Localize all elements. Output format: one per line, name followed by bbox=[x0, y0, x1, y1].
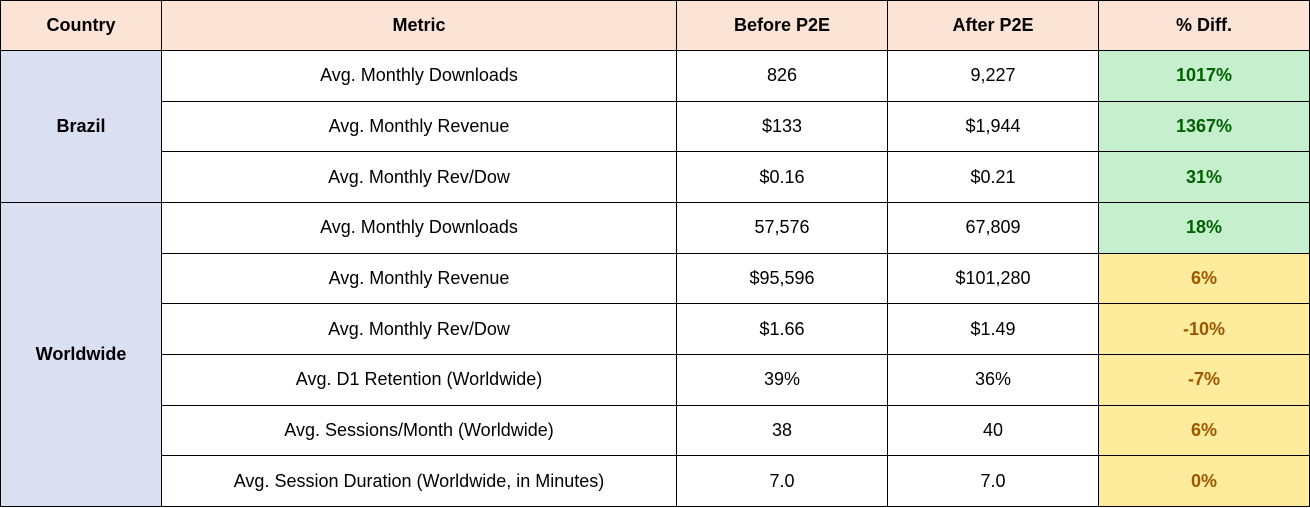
before-cell: 38 bbox=[676, 404, 888, 457]
table-row: Avg. D1 Retention (Worldwide) 39% 36% -7… bbox=[1, 353, 1310, 406]
metric-cell: Avg. Monthly Revenue bbox=[161, 100, 677, 153]
table-row: Avg. Session Duration (Worldwide, in Min… bbox=[1, 455, 1310, 507]
table-row: Brazil Avg. Monthly Downloads 826 9,227 … bbox=[0, 50, 1310, 203]
before-cell: 826 bbox=[676, 50, 888, 102]
diff-cell: 18% bbox=[1098, 201, 1310, 254]
metric-cell: Avg. Monthly Revenue bbox=[161, 252, 677, 305]
before-cell: $133 bbox=[676, 100, 888, 153]
metric-cell: Avg. Monthly Downloads bbox=[161, 201, 677, 254]
metric-cell: Avg. Monthly Rev/Dow bbox=[161, 303, 677, 355]
diff-cell: 1367% bbox=[1098, 100, 1310, 153]
country-cell-worldwide: Worldwide bbox=[0, 201, 162, 508]
header-diff: % Diff. bbox=[1098, 0, 1310, 51]
metric-cell: Avg. Session Duration (Worldwide, in Min… bbox=[161, 455, 677, 507]
diff-cell: 31% bbox=[1098, 151, 1310, 203]
after-cell: 67,809 bbox=[887, 201, 1099, 254]
diff-cell: 6% bbox=[1098, 252, 1310, 305]
after-cell: $1.49 bbox=[887, 303, 1099, 355]
diff-cell: -10% bbox=[1098, 303, 1310, 355]
after-cell: $1,944 bbox=[887, 100, 1099, 153]
after-cell: $0.21 bbox=[887, 151, 1099, 203]
metric-cell: Avg. Monthly Downloads bbox=[161, 50, 677, 102]
table-row: Avg. Monthly Rev/Dow $0.16 $0.21 31% bbox=[1, 151, 1310, 203]
before-cell: $95,596 bbox=[676, 252, 888, 305]
table-row: Worldwide Avg. Monthly Downloads 57,576 … bbox=[0, 201, 1310, 508]
diff-cell: 0% bbox=[1098, 455, 1310, 507]
before-cell: $0.16 bbox=[676, 151, 888, 203]
metric-cell: Avg. Monthly Rev/Dow bbox=[161, 151, 677, 203]
metric-cell: Avg. D1 Retention (Worldwide) bbox=[161, 353, 677, 406]
before-cell: 57,576 bbox=[676, 201, 888, 254]
diff-cell: -7% bbox=[1098, 353, 1310, 406]
table-row: Avg. Monthly Rev/Dow $1.66 $1.49 -10% bbox=[1, 303, 1310, 355]
diff-cell: 6% bbox=[1098, 404, 1310, 457]
diff-cell: 1017% bbox=[1098, 50, 1310, 102]
before-cell: $1.66 bbox=[676, 303, 888, 355]
metric-cell: Avg. Sessions/Month (Worldwide) bbox=[161, 404, 677, 457]
country-cell-brazil: Brazil bbox=[0, 50, 162, 203]
table-row: Avg. Sessions/Month (Worldwide) 38 40 6% bbox=[1, 404, 1310, 457]
header-after: After P2E bbox=[887, 0, 1099, 51]
header-before: Before P2E bbox=[676, 0, 888, 51]
header-row: Country Metric Before P2E After P2E % Di… bbox=[0, 0, 1310, 51]
before-cell: 7.0 bbox=[676, 455, 888, 507]
after-cell: 36% bbox=[887, 353, 1099, 406]
after-cell: 9,227 bbox=[887, 50, 1099, 102]
after-cell: $101,280 bbox=[887, 252, 1099, 305]
after-cell: 40 bbox=[887, 404, 1099, 457]
table-row: Avg. Monthly Revenue $95,596 $101,280 6% bbox=[1, 252, 1310, 305]
header-country: Country bbox=[0, 0, 162, 51]
after-cell: 7.0 bbox=[887, 455, 1099, 507]
table-row: Avg. Monthly Revenue $133 $1,944 1367% bbox=[1, 100, 1310, 153]
before-cell: 39% bbox=[676, 353, 888, 406]
header-metric: Metric bbox=[161, 0, 677, 51]
